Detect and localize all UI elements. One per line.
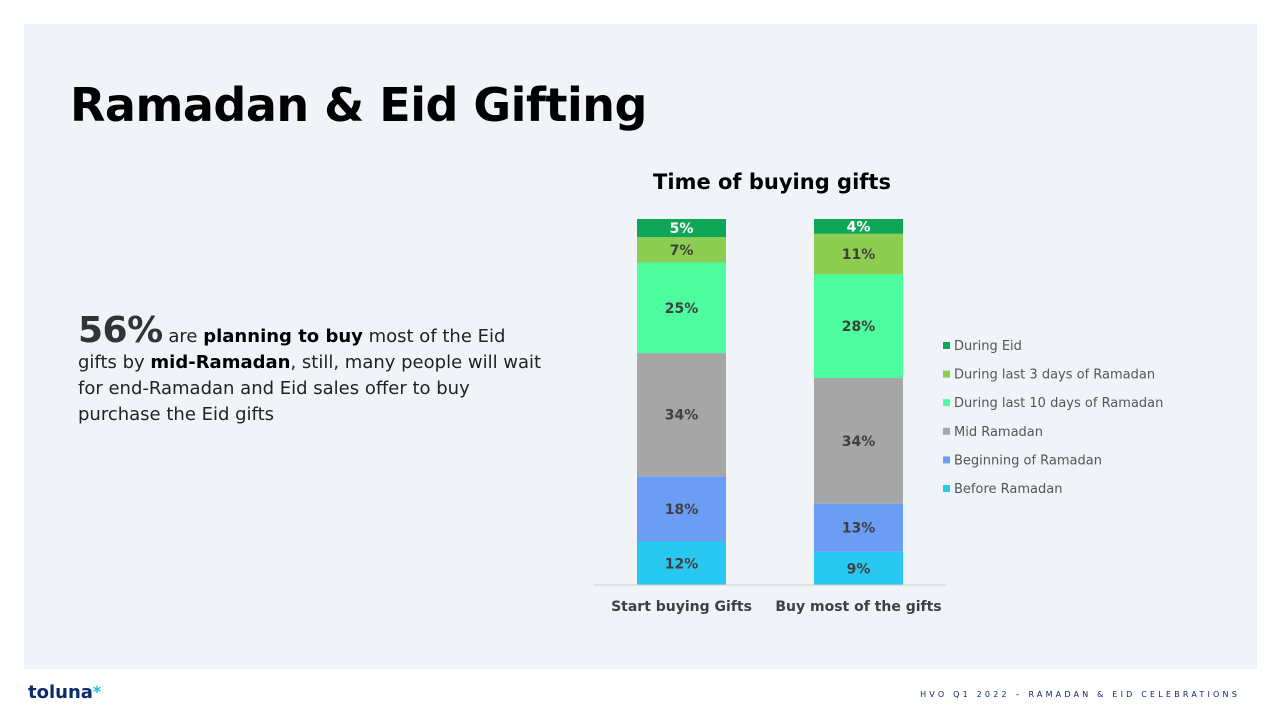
chart-title: Time of buying gifts (653, 170, 891, 194)
data-label: 7% (670, 243, 694, 259)
callout-text-2: most of the Eid gifts by (78, 326, 506, 373)
legend-label: Mid Ramadan (954, 425, 1043, 440)
data-label: 25% (665, 301, 699, 317)
callout-text-3: , still, many people will wait for end-R… (78, 352, 542, 425)
legend-label: During last 10 days of Ramadan (954, 396, 1163, 411)
data-label: 12% (665, 556, 699, 572)
bar-segment (814, 274, 903, 378)
bar-segment (814, 233, 903, 275)
legend-swatch (943, 399, 950, 407)
data-label: 11% (842, 247, 876, 263)
legend-swatch (943, 456, 950, 464)
callout-text-1: are (162, 326, 204, 347)
toluna-logo: toluna* (28, 682, 101, 703)
data-label: 13% (842, 521, 876, 537)
category-label: Start buying Gifts (611, 599, 752, 615)
logo-star-icon: * (92, 682, 102, 701)
callout-big-number: 56% (78, 310, 163, 351)
legend-swatch (943, 370, 950, 378)
legend-swatch (943, 485, 950, 492)
bar-segment (814, 551, 903, 585)
bar-segment (637, 541, 726, 585)
data-label: 9% (847, 561, 871, 577)
logo-text: toluna (28, 682, 93, 703)
legend-label: During Eid (954, 339, 1022, 354)
bar-segment (637, 353, 726, 477)
data-label: 34% (842, 434, 876, 450)
footer-caption: HVO Q1 2022 – RAMADAN & EID CELEBRATIONS (920, 690, 1240, 699)
bar-segment (637, 476, 726, 542)
data-label: 28% (842, 319, 876, 335)
legend-swatch (943, 342, 950, 349)
data-label: 18% (665, 502, 699, 518)
bar-segment (814, 219, 903, 234)
page-title: Ramadan & Eid Gifting (70, 78, 647, 132)
callout-bold-1: planning to buy (203, 326, 363, 347)
legend-label: Beginning of Ramadan (954, 453, 1102, 468)
bar-segment (814, 377, 903, 504)
data-label: 34% (665, 408, 699, 424)
legend-label: During last 3 days of Ramadan (954, 368, 1155, 383)
data-label: 5% (670, 221, 694, 237)
bar-segment (814, 503, 903, 552)
category-label: Buy most of the gifts (775, 599, 941, 615)
bar-segment (637, 219, 726, 238)
bar-segment (637, 262, 726, 354)
callout-text: 56% are planning to buy most of the Eid … (78, 313, 548, 428)
data-label: 4% (847, 219, 871, 235)
bar-segment (637, 237, 726, 263)
callout-bold-2: mid-Ramadan (150, 352, 291, 373)
legend-swatch (943, 427, 950, 435)
legend-label: Before Ramadan (954, 482, 1062, 497)
